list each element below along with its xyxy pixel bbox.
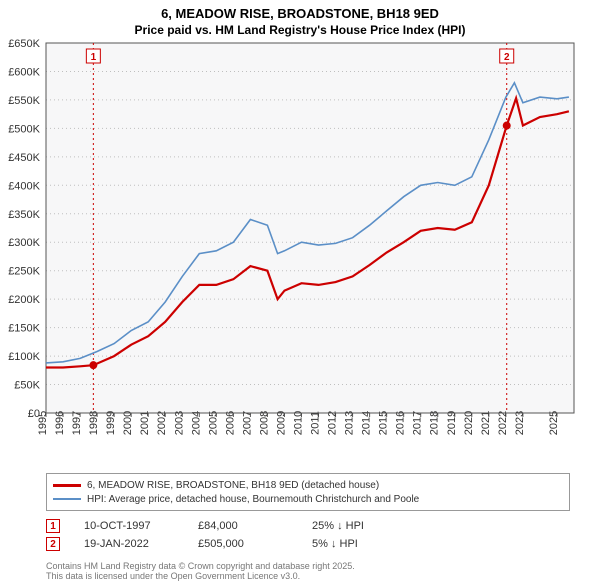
marker-price: £84,000: [198, 520, 288, 532]
svg-text:2012: 2012: [327, 411, 339, 435]
legend-item: 6, MEADOW RISE, BROADSTONE, BH18 9ED (de…: [53, 478, 563, 492]
svg-text:2006: 2006: [224, 411, 236, 435]
svg-text:2: 2: [504, 52, 510, 63]
svg-text:2021: 2021: [480, 411, 492, 435]
svg-text:2016: 2016: [395, 411, 407, 435]
legend-label: HPI: Average price, detached house, Bour…: [87, 494, 419, 505]
svg-text:£500K: £500K: [8, 123, 40, 135]
sale-marker-row: 2 19-JAN-2022 £505,000 5% ↓ HPI: [46, 535, 570, 553]
svg-text:£350K: £350K: [8, 209, 40, 221]
legend: 6, MEADOW RISE, BROADSTONE, BH18 9ED (de…: [46, 473, 570, 511]
legend-label: 6, MEADOW RISE, BROADSTONE, BH18 9ED (de…: [87, 480, 379, 491]
svg-text:2008: 2008: [258, 411, 270, 435]
svg-text:£150K: £150K: [8, 323, 40, 335]
svg-text:£650K: £650K: [8, 38, 40, 50]
svg-text:1995: 1995: [37, 411, 49, 435]
svg-text:£100K: £100K: [8, 351, 40, 363]
marker-delta: 25% ↓ HPI: [312, 520, 402, 532]
svg-text:2000: 2000: [122, 411, 134, 435]
svg-text:2013: 2013: [344, 411, 356, 435]
svg-text:2014: 2014: [361, 411, 373, 435]
svg-text:£450K: £450K: [8, 152, 40, 164]
legend-swatch: [53, 484, 81, 487]
sale-marker-row: 1 10-OCT-1997 £84,000 25% ↓ HPI: [46, 517, 570, 535]
legend-swatch: [53, 498, 81, 500]
chart-svg: £0£50K£100K£150K£200K£250K£300K£350K£400…: [0, 37, 600, 467]
svg-text:2003: 2003: [173, 411, 185, 435]
svg-text:2001: 2001: [139, 411, 151, 435]
svg-text:2009: 2009: [275, 411, 287, 435]
footer: Contains HM Land Registry data © Crown c…: [46, 561, 570, 581]
chart-area: £0£50K£100K£150K£200K£250K£300K£350K£400…: [0, 37, 600, 467]
svg-text:1: 1: [91, 52, 97, 63]
svg-text:2011: 2011: [310, 411, 322, 435]
title-line-1: 6, MEADOW RISE, BROADSTONE, BH18 9ED: [0, 6, 600, 21]
svg-text:£550K: £550K: [8, 95, 40, 107]
svg-text:2019: 2019: [446, 411, 458, 435]
svg-text:£300K: £300K: [8, 237, 40, 249]
svg-text:2025: 2025: [548, 411, 560, 435]
svg-text:2020: 2020: [463, 411, 475, 435]
svg-text:2007: 2007: [241, 411, 253, 435]
svg-text:2010: 2010: [292, 411, 304, 435]
chart-title-block: 6, MEADOW RISE, BROADSTONE, BH18 9ED Pri…: [0, 0, 600, 37]
svg-text:2023: 2023: [514, 411, 526, 435]
svg-text:£600K: £600K: [8, 66, 40, 78]
svg-text:2002: 2002: [156, 411, 168, 435]
svg-text:1997: 1997: [71, 411, 83, 435]
footer-line-1: Contains HM Land Registry data © Crown c…: [46, 561, 570, 571]
marker-date: 19-JAN-2022: [84, 538, 174, 550]
sale-markers: 1 10-OCT-1997 £84,000 25% ↓ HPI 2 19-JAN…: [46, 517, 570, 553]
marker-number: 1: [50, 521, 56, 532]
svg-text:£250K: £250K: [8, 266, 40, 278]
marker-delta: 5% ↓ HPI: [312, 538, 402, 550]
svg-text:£50K: £50K: [14, 380, 40, 392]
marker-number: 2: [50, 539, 56, 550]
marker-chip: 1: [46, 519, 60, 533]
svg-text:£400K: £400K: [8, 180, 40, 192]
title-line-2: Price paid vs. HM Land Registry's House …: [0, 23, 600, 37]
marker-price: £505,000: [198, 538, 288, 550]
svg-text:2018: 2018: [429, 411, 441, 435]
svg-text:2004: 2004: [190, 411, 202, 435]
svg-text:2017: 2017: [412, 411, 424, 435]
svg-text:2015: 2015: [378, 411, 390, 435]
marker-date: 10-OCT-1997: [84, 520, 174, 532]
svg-text:£200K: £200K: [8, 294, 40, 306]
legend-item: HPI: Average price, detached house, Bour…: [53, 492, 563, 506]
svg-text:2022: 2022: [497, 411, 509, 435]
svg-text:1998: 1998: [88, 411, 100, 435]
svg-text:1999: 1999: [105, 411, 117, 435]
marker-chip: 2: [46, 537, 60, 551]
svg-text:1996: 1996: [54, 411, 66, 435]
svg-text:2005: 2005: [207, 411, 219, 435]
footer-line-2: This data is licensed under the Open Gov…: [46, 571, 570, 581]
